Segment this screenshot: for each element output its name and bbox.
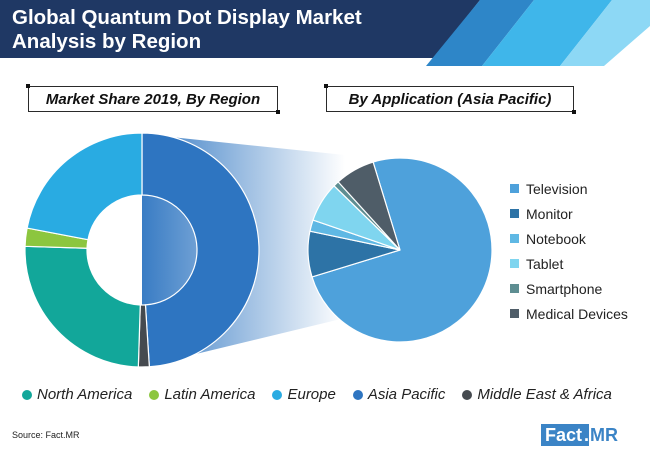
application-legend: Television Monitor Notebook Tablet Smart… [510,176,628,326]
banner-pale-stripe [560,0,650,66]
legend-swatch [510,209,519,218]
legend-item-north-america: North America [22,386,132,403]
legend-item-tablet: Tablet [510,251,628,276]
legend-swatch [510,184,519,193]
region-slice-north-america [24,245,141,368]
legend-swatch [510,234,519,243]
banner-light-stripe [482,0,612,66]
region-slice-asia-pacific [141,132,260,368]
application-box-label: By Application (Asia Pacific) [326,86,574,112]
legend-dot [272,389,283,400]
legend-item-medical-devices: Medical Devices [510,301,628,326]
legend-item-notebook: Notebook [510,226,628,251]
page-title: Global Quantum Dot Display Market Analys… [12,6,362,53]
banner-dark-band [0,0,480,58]
region-box-label: Market Share 2019, By Region [28,86,278,112]
region-box-corner [276,110,280,114]
legend-swatch [510,309,519,318]
legend-swatch [510,284,519,293]
application-pie [307,157,493,343]
legend-item-middle-east-africa: Middle East & Africa [462,386,612,403]
region-slice-europe [26,132,143,241]
application-box-corner [572,110,576,114]
title-banner [0,0,650,66]
application-slice-television [311,157,493,343]
region-box-corner [26,84,30,88]
legend-item-smartphone: Smartphone [510,276,628,301]
legend-item-asia-pacific: Asia Pacific [352,386,445,403]
banner-blue-stripe [426,0,534,66]
source-note: Source: Fact.MR [12,430,80,440]
legend-dot [462,389,473,400]
legend-item-latin-america: Latin America [149,386,255,403]
application-box-corner [324,84,328,88]
legend-dot [22,389,32,400]
legend-item-monitor: Monitor [510,201,628,226]
legend-swatch [510,259,519,268]
legend-dot [352,389,363,400]
legend-item-europe: Europe [272,386,336,403]
legend-item-television: Television [510,176,628,201]
region-donut [24,132,260,368]
application-slice-medical-devices [337,161,401,251]
legend-dot [149,389,160,400]
region-legend: North America Latin America Europe Asia … [22,386,629,403]
factmr-logo: Fact. MR [541,424,628,446]
